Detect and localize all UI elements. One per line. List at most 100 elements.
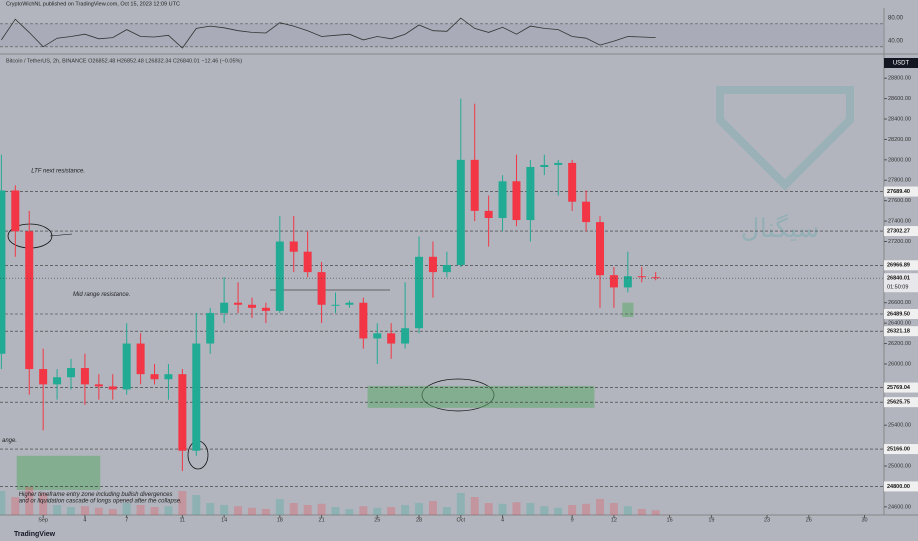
candle-body [651, 277, 660, 279]
y-tick-label: 27600.00 [888, 198, 911, 204]
volume-bar [345, 509, 354, 515]
candle-body [582, 201, 591, 223]
y-tick-label: 27200.00 [888, 239, 911, 245]
x-tick-label: 23 [764, 517, 770, 523]
volume-bar [150, 507, 159, 515]
candle-body [303, 251, 312, 273]
arrow-annotation [49, 233, 73, 237]
candle-body [526, 166, 535, 221]
volume-bar [25, 487, 34, 515]
candle-body [442, 264, 451, 273]
unit: USDT [893, 61, 910, 67]
x-tick-label: 4 [501, 517, 504, 523]
candle-body [373, 333, 382, 339]
current-price-label: 26840.01 [887, 276, 910, 282]
volume-bar [582, 503, 591, 515]
volume-bar [66, 507, 75, 515]
volume-bar [387, 507, 396, 515]
volume-bar [11, 497, 20, 515]
candle-body [554, 162, 563, 165]
zone [622, 302, 634, 318]
volume-bar [484, 503, 493, 515]
volume-bar [303, 505, 312, 515]
annotation: and or liquidation cascade of longs open… [19, 498, 182, 504]
level-label: 25166.00 [887, 447, 910, 453]
level-tag [884, 260, 918, 271]
candle-body [331, 304, 340, 306]
volume-bar [512, 502, 521, 515]
candle-body [247, 304, 256, 308]
x-tick-label: 19 [708, 517, 714, 523]
candle-body [192, 343, 201, 451]
candle-body [289, 241, 298, 252]
candle-body [136, 343, 145, 375]
candle-body [415, 256, 424, 329]
x-tick-label: 12 [611, 517, 617, 523]
legend: Bitcoin / TetherUS, 2h, BINANCE O26852.4… [6, 58, 242, 64]
volume-bar [317, 503, 326, 515]
level-tag [884, 309, 918, 320]
level-label: 24800.00 [887, 484, 910, 490]
volume-bar [247, 507, 256, 515]
candle-body [623, 276, 632, 288]
y-tick-label: 27800.00 [888, 178, 911, 184]
volume-bar [651, 510, 660, 515]
y-tick-label: 28600.00 [888, 96, 911, 102]
rsi-line [1, 17, 656, 49]
volume-bar [234, 506, 243, 515]
level-tag [884, 397, 918, 408]
footer: TradingView [14, 531, 56, 538]
zone [367, 385, 595, 408]
candle-body [470, 159, 479, 211]
watermark: سیگنال [741, 213, 820, 243]
candle-body [122, 343, 131, 390]
candle-body [359, 302, 368, 339]
volume-bar [0, 491, 6, 515]
candle-body [568, 162, 577, 202]
volume-bar [470, 497, 479, 515]
candle-body [220, 302, 229, 313]
x-tick-label: 26 [806, 517, 812, 523]
volume-bar [122, 503, 131, 515]
volume-bar [554, 507, 563, 515]
unit-box [884, 58, 918, 68]
volume-bar [456, 493, 465, 515]
level-tag [884, 326, 918, 337]
volume-bar [526, 503, 535, 515]
candle-body [108, 386, 117, 390]
volume-bar [80, 506, 89, 515]
candle-body [596, 222, 605, 276]
volume-bar [164, 506, 173, 515]
volume-bar [442, 507, 451, 515]
y-tick-label: 28200.00 [888, 137, 911, 143]
candle-body [428, 256, 437, 273]
x-tick-label: Sep [38, 517, 48, 523]
volume-bar [568, 505, 577, 515]
y-tick-label: 26000.00 [888, 361, 911, 367]
volume-bar [178, 491, 187, 515]
candle-body [0, 190, 6, 354]
level-label: 27302.27 [887, 229, 910, 235]
candle-body [275, 241, 284, 311]
volume-bar [498, 503, 507, 515]
y-tick-label: 28000.00 [888, 157, 911, 163]
level-tag [884, 186, 918, 197]
volume-bar [136, 505, 145, 515]
volume-bar [220, 505, 229, 515]
candle-body [261, 307, 270, 311]
candle-body [512, 181, 521, 221]
x-tick-label: 21 [319, 517, 325, 523]
x-tick-label: 28 [416, 517, 422, 523]
x-tick-label: 14 [221, 517, 227, 523]
candle-body [345, 302, 354, 305]
level-tag [884, 481, 918, 492]
x-tick-label: 18 [277, 517, 283, 523]
annotation: ange. [2, 438, 17, 444]
volume-bar [428, 501, 437, 515]
candle-body [387, 333, 396, 344]
candle-body [150, 374, 159, 380]
candle-body [66, 368, 75, 378]
candle-body [25, 231, 34, 370]
candle-body [456, 159, 465, 265]
